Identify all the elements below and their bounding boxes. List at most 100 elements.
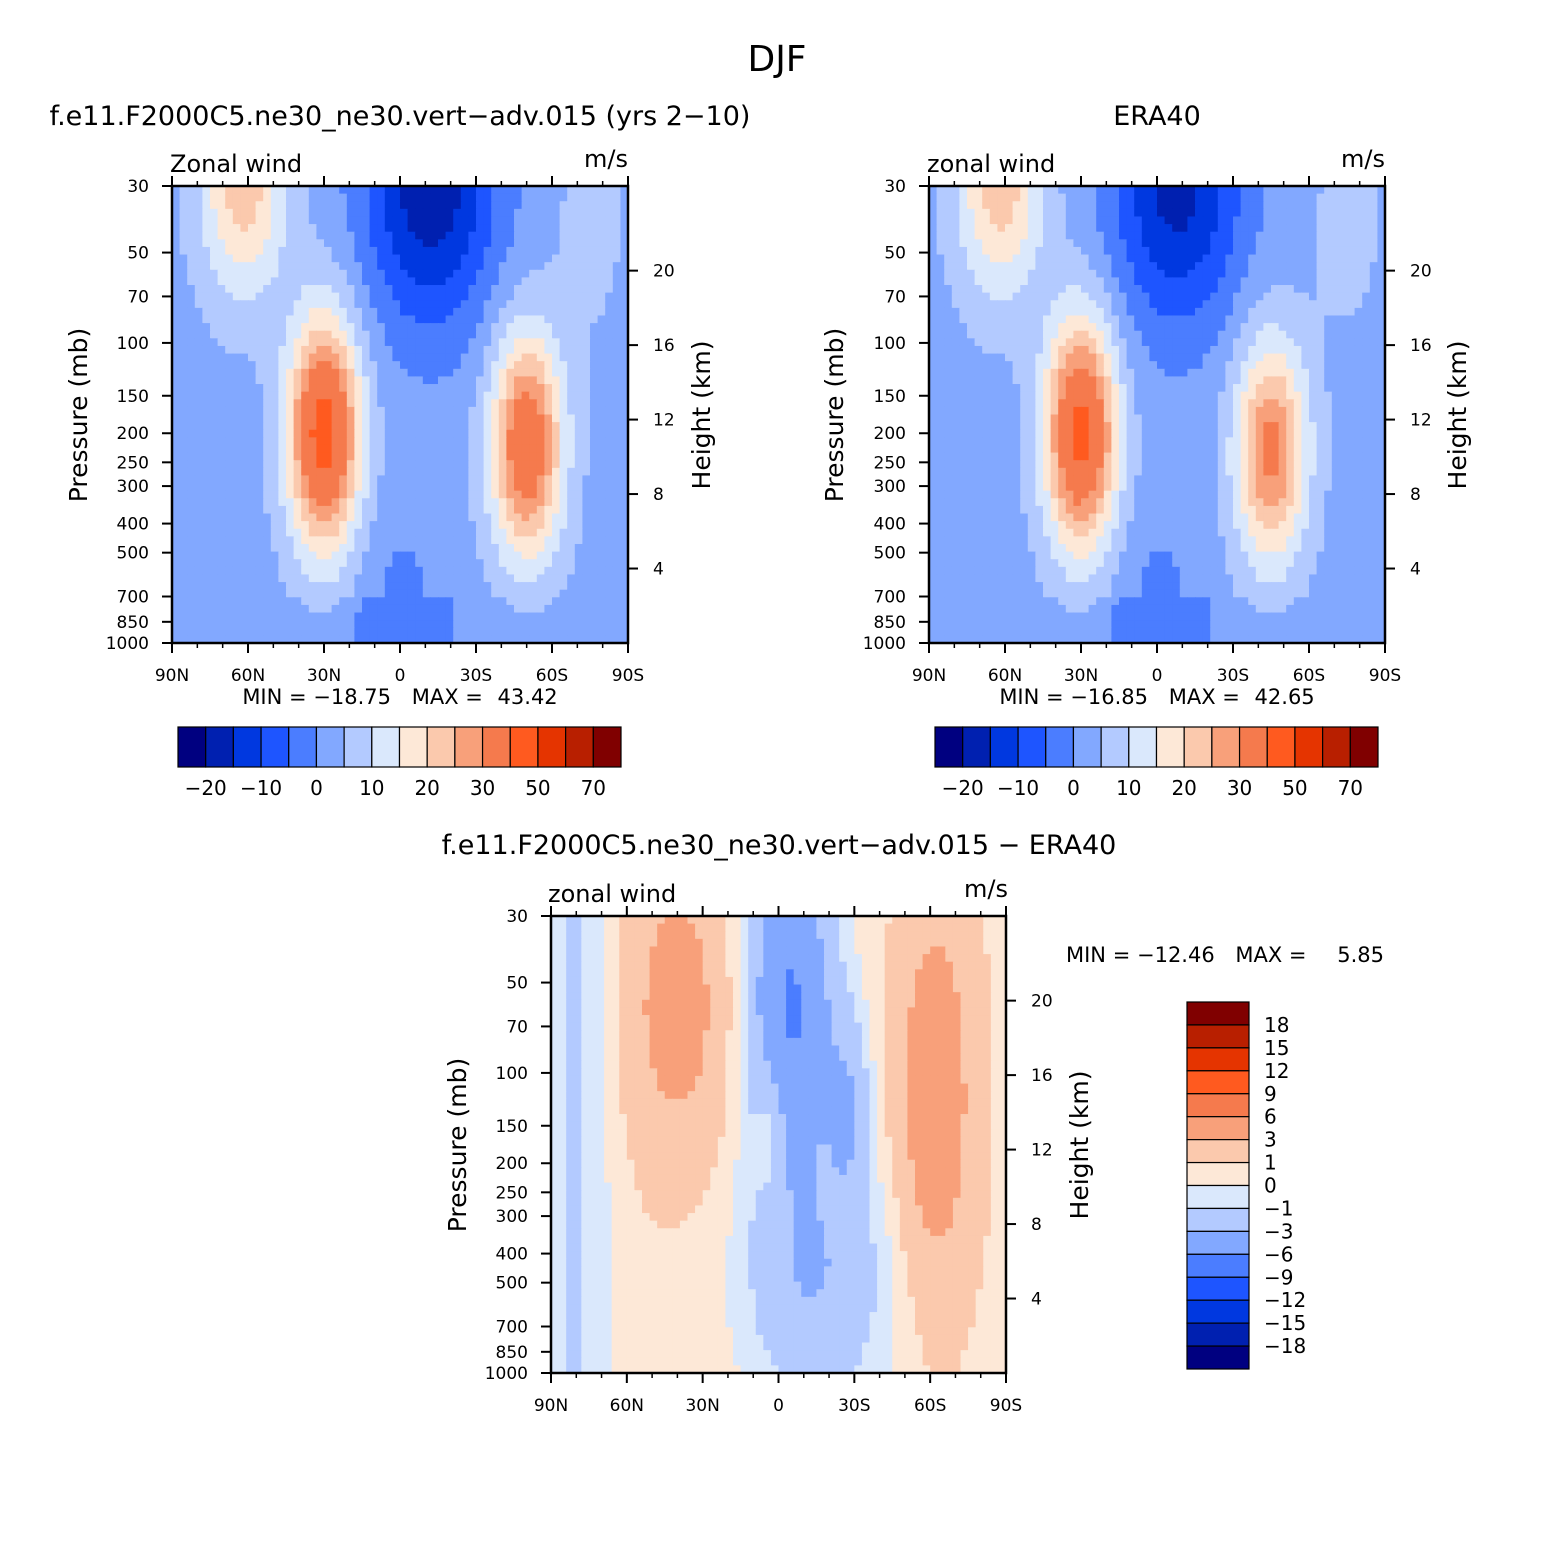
heatmap-cell	[506, 208, 515, 218]
heatmap-cell	[1309, 315, 1318, 324]
heatmap-cell	[240, 528, 249, 537]
heatmap-cell	[559, 353, 568, 362]
heatmap-cell	[392, 612, 401, 621]
heatmap-cell	[172, 513, 181, 522]
heatmap-cell	[1126, 246, 1135, 256]
heatmap-cell	[1035, 292, 1044, 301]
heatmap-cell	[1339, 231, 1348, 240]
heatmap-cell	[1179, 224, 1188, 233]
heatmap-cell	[1020, 231, 1029, 240]
heatmap-cell	[210, 300, 219, 309]
heatmap-cell	[445, 391, 454, 400]
heatmap-cell	[1347, 292, 1356, 301]
heatmap-cell	[278, 384, 287, 393]
heatmap-cell	[362, 315, 371, 324]
heatmap-cell	[293, 460, 302, 469]
heatmap-cell	[506, 589, 515, 598]
x-tick-label: 60S	[536, 666, 568, 686]
heatmap-cell	[362, 627, 371, 636]
heatmap-cell	[240, 208, 249, 218]
heatmap-cell	[468, 186, 477, 195]
heatmap-cell	[308, 277, 317, 286]
heatmap-cell	[301, 323, 310, 332]
heatmap-cell	[445, 239, 454, 248]
heatmap-cell	[255, 376, 264, 385]
heatmap-cell	[377, 376, 386, 385]
heatmap-cell	[362, 285, 371, 294]
heatmap-cell	[1331, 254, 1340, 263]
heatmap-cell	[1362, 246, 1371, 256]
heatmap-cell	[194, 414, 203, 423]
heatmap-cell	[1027, 254, 1036, 263]
heatmap-cell	[559, 239, 568, 248]
heatmap-cell	[521, 559, 530, 568]
heatmap-cell	[929, 338, 938, 347]
heatmap-cell	[1271, 323, 1280, 332]
heatmap-cell	[407, 323, 416, 332]
heatmap-cell	[460, 285, 469, 294]
heatmap-cell	[967, 186, 976, 195]
heatmap-cell	[263, 193, 272, 202]
heatmap-cell	[959, 186, 968, 195]
heatmap-cell	[590, 239, 599, 248]
heatmap-cell	[392, 635, 401, 644]
heatmap-cell	[1347, 277, 1356, 286]
heatmap-cell	[498, 399, 507, 408]
heatmap-cell	[377, 330, 386, 339]
heatmap-cell	[1347, 300, 1356, 309]
heatmap-cell	[529, 368, 538, 378]
heatmap-cell	[1020, 277, 1029, 286]
panel-obs-subtitle-right: m/s	[1341, 145, 1385, 173]
heatmap-cell	[951, 315, 960, 324]
y-tick-label: 30	[127, 177, 149, 197]
heatmap-cell	[476, 513, 485, 522]
heatmap-cell	[217, 635, 226, 644]
heatmap-cell	[544, 216, 553, 225]
heatmap-cell	[339, 323, 348, 332]
heatmap-cell	[567, 513, 576, 522]
heatmap-cell	[1362, 285, 1371, 294]
heatmap-cell	[293, 193, 302, 202]
heatmap-cell	[491, 505, 500, 515]
heatmap-cell	[377, 269, 386, 278]
heatmap-cell	[255, 528, 264, 537]
heatmap-cell	[1331, 224, 1340, 233]
heatmap-cell	[1111, 201, 1120, 210]
heatmap-cell	[179, 361, 188, 370]
heatmap-cell	[270, 201, 279, 210]
heatmap-cell	[422, 620, 431, 629]
heatmap-cell	[422, 612, 431, 621]
heatmap-cell	[1331, 285, 1340, 294]
heatmap-cell	[1354, 285, 1363, 294]
heatmap-cell	[331, 460, 340, 469]
heatmap-cell	[612, 460, 621, 469]
heatmap-cell	[308, 368, 317, 378]
heatmap-cell	[1377, 269, 1386, 278]
heatmap-cell	[1316, 338, 1325, 347]
heatmap-cell	[559, 460, 568, 469]
heatmap-cell	[582, 201, 591, 210]
heatmap-cell	[959, 330, 968, 339]
heatmap-cell	[369, 460, 378, 469]
heatmap-cell	[415, 246, 424, 256]
heatmap-cell	[476, 422, 485, 431]
heatmap-cell	[308, 224, 317, 233]
heatmap-cell	[574, 224, 583, 233]
heatmap-cell	[590, 483, 599, 492]
heatmap-cell	[293, 521, 302, 530]
heatmap-cell	[521, 635, 530, 644]
heatmap-cell	[514, 239, 523, 248]
heatmap-cell	[590, 361, 599, 370]
heatmap-cell	[354, 391, 363, 400]
heatmap-cell	[605, 201, 614, 210]
heatmap-cell	[476, 612, 485, 621]
heatmap-cell	[346, 498, 355, 507]
heatmap-cell	[1195, 193, 1204, 202]
heatmap-cell	[225, 399, 234, 408]
heatmap-cell	[1309, 201, 1318, 210]
heatmap-cell	[1293, 224, 1302, 233]
heatmap-cell	[1149, 300, 1158, 309]
heatmap-cell	[605, 498, 614, 507]
heatmap-cell	[582, 384, 591, 393]
heatmap-cell	[263, 285, 272, 294]
